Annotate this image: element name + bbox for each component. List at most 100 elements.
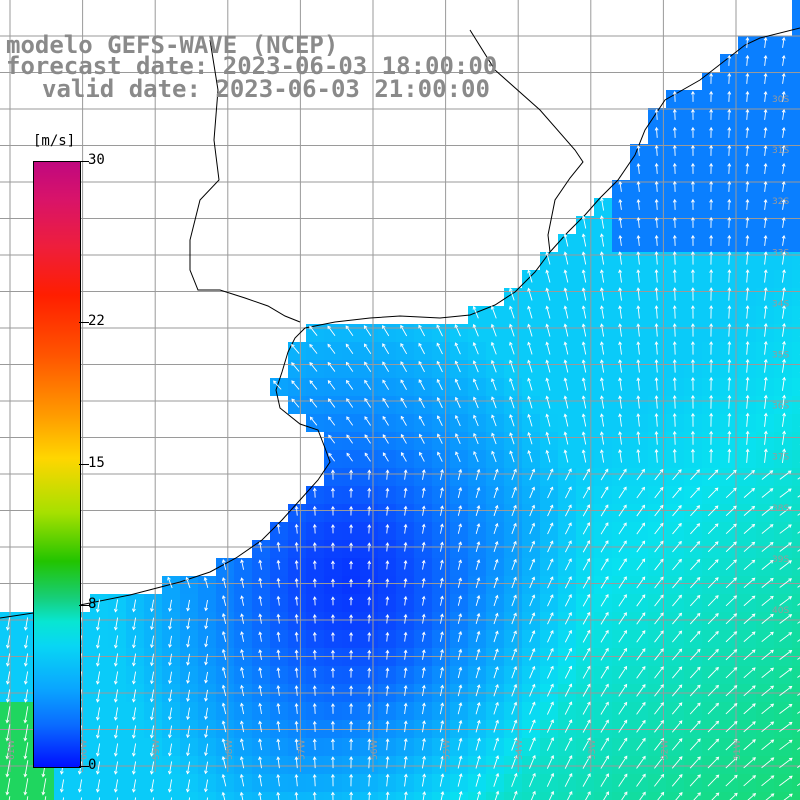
- wind-arrow: [709, 394, 714, 409]
- wind-arrow: [797, 783, 800, 786]
- wind-arrow: [186, 671, 191, 684]
- wind-arrow: [457, 595, 463, 606]
- wind-arrow: [472, 305, 479, 319]
- wind-arrow: [186, 725, 191, 739]
- wind-arrow: [636, 341, 641, 355]
- wind-cell: [792, 486, 800, 504]
- wind-arrow: [400, 397, 407, 408]
- wind-arrow: [581, 359, 587, 373]
- wind-arrow: [547, 468, 554, 481]
- wind-arrow: [331, 560, 335, 570]
- wind-arrow: [639, 791, 646, 800]
- wind-arrow: [367, 560, 372, 570]
- wind-arrow: [204, 761, 209, 775]
- wind-cell: [792, 270, 800, 288]
- wind-arrow: [364, 397, 372, 408]
- wind-arrow: [132, 617, 137, 631]
- wind-arrow: [636, 540, 646, 553]
- wind-arrow: [455, 433, 461, 445]
- wind-arrow: [707, 595, 719, 607]
- lat-label: 36S: [772, 402, 789, 412]
- wind-arrow: [763, 305, 768, 319]
- wind-arrow: [5, 778, 11, 796]
- wind-arrow: [382, 434, 389, 444]
- wind-arrow: [782, 251, 786, 265]
- wind-arrow: [709, 180, 714, 192]
- wind-arrow: [312, 614, 317, 624]
- wind-arrow: [654, 648, 664, 661]
- wind-arrow: [599, 395, 605, 409]
- wind-arrow: [239, 738, 245, 751]
- wind-arrow: [618, 180, 623, 192]
- wind-arrow: [600, 629, 609, 643]
- wind-arrow: [327, 361, 336, 372]
- wind-cell: [792, 126, 800, 144]
- wind-arrow: [294, 667, 299, 678]
- wind-arrow: [511, 630, 517, 643]
- wind-arrow: [743, 559, 756, 571]
- wind-arrow: [636, 666, 646, 679]
- wind-arrow: [763, 198, 768, 210]
- wind-arrow: [636, 486, 645, 499]
- wind-arrow: [294, 523, 299, 534]
- wind-arrow: [258, 649, 263, 660]
- wind-arrow: [5, 635, 11, 649]
- wind-arrow: [454, 378, 461, 391]
- wind-arrow: [113, 653, 119, 667]
- wind-arrow: [382, 452, 389, 462]
- wind-arrow: [727, 72, 732, 84]
- wind-arrow: [743, 739, 756, 751]
- wind-arrow: [436, 342, 443, 355]
- wind-arrow: [599, 359, 605, 373]
- wind-arrow: [512, 790, 518, 800]
- wind-arrow: [385, 523, 390, 534]
- wind-arrow: [382, 379, 390, 390]
- wind-arrow: [690, 487, 701, 499]
- wind-arrow: [761, 613, 774, 624]
- wind-cell: [792, 396, 800, 414]
- wind-arrow: [729, 792, 738, 800]
- wind-arrow: [529, 558, 536, 571]
- wind-arrow: [618, 413, 623, 427]
- wind-arrow: [113, 725, 119, 739]
- wind-arrow: [672, 323, 677, 337]
- wind-cell: [792, 342, 800, 360]
- wind-arrow: [186, 743, 191, 757]
- wind-arrow: [349, 649, 354, 660]
- wind-arrow: [23, 706, 29, 724]
- wind-arrow: [331, 578, 335, 588]
- wind-arrow: [672, 234, 677, 246]
- wind-arrow: [472, 378, 479, 391]
- wind-arrow: [472, 342, 479, 355]
- wind-cell: [288, 792, 306, 800]
- wind-cell: [234, 792, 252, 800]
- wind-arrow: [581, 305, 587, 319]
- wind-arrow: [511, 594, 517, 607]
- wind-arrow: [95, 761, 101, 775]
- wind-cell: [666, 792, 684, 800]
- wind-arrow: [23, 724, 29, 742]
- wind-arrow: [240, 702, 245, 715]
- wind-arrow: [509, 341, 515, 355]
- wind-arrow: [475, 684, 481, 697]
- wind-arrow: [221, 756, 227, 769]
- wind-arrow: [672, 395, 677, 409]
- wind-arrow: [168, 635, 173, 648]
- wind-arrow: [294, 559, 299, 570]
- wind-arrow: [400, 415, 407, 426]
- wind-arrow: [745, 72, 750, 84]
- wind-arrow: [546, 754, 555, 769]
- wind-arrow: [185, 576, 191, 589]
- wind-arrow: [23, 778, 29, 796]
- wind-arrow: [672, 144, 677, 156]
- wind-arrow: [727, 412, 732, 427]
- wind-arrow: [421, 649, 426, 660]
- wind-arrow: [294, 505, 299, 516]
- wind-arrow: [476, 790, 481, 800]
- wind-arrow: [618, 755, 628, 769]
- wind-arrow: [654, 144, 659, 156]
- wind-arrow: [312, 773, 317, 787]
- wind-arrow: [454, 396, 461, 409]
- wind-arrow: [671, 738, 683, 751]
- wind-arrow: [564, 773, 573, 787]
